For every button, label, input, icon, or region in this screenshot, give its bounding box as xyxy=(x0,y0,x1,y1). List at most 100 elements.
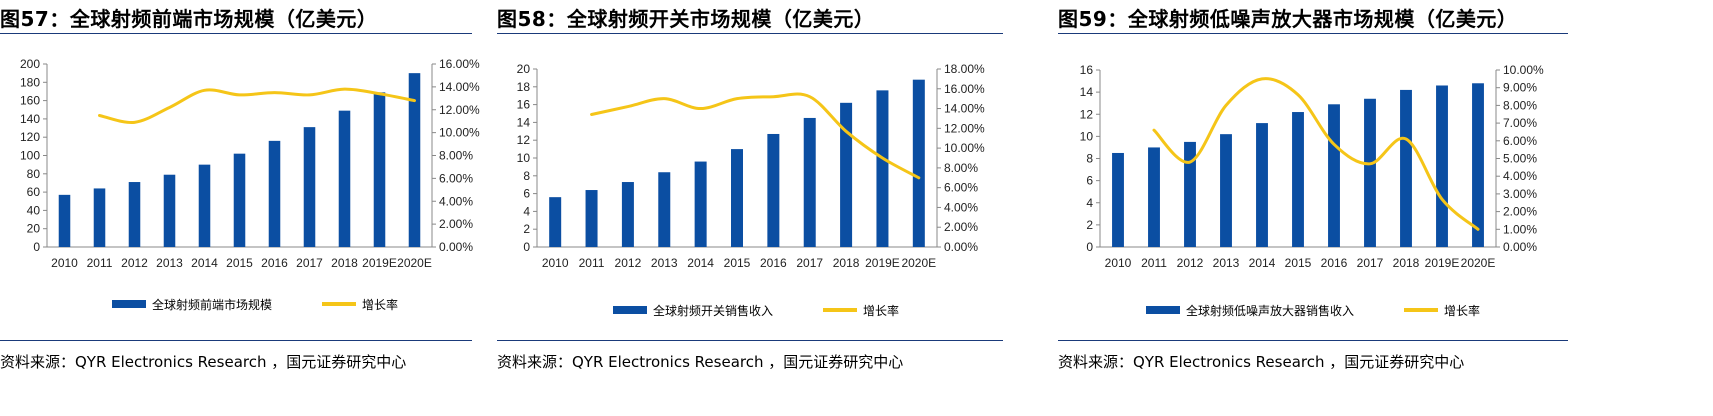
y-tick-label-right: 6.00% xyxy=(944,181,978,195)
y-tick-label-right: 9.00% xyxy=(1503,81,1537,95)
y-tick-label-right: 16.00% xyxy=(439,57,480,71)
bar xyxy=(658,172,671,247)
x-tick-label: 2011 xyxy=(1141,256,1167,270)
y-tick-label-left: 160 xyxy=(20,94,40,108)
source-note: 资料来源：QYR Electronics Research ，国元证券研究中心 xyxy=(0,353,407,371)
legend-bar-label: 全球射频低噪声放大器销售收入 xyxy=(1186,303,1355,318)
y-tick-label-left: 12 xyxy=(517,133,531,147)
legend-bar-swatch xyxy=(1146,306,1180,314)
y-tick-label-left: 120 xyxy=(20,130,40,144)
source-divider xyxy=(1058,340,1568,341)
x-tick-label: 2015 xyxy=(1285,256,1312,270)
bar xyxy=(694,161,707,247)
x-tick-label: 2011 xyxy=(87,256,113,270)
legend-line-label: 增长率 xyxy=(863,303,900,318)
x-tick-label: 2013 xyxy=(651,256,678,270)
y-tick-label-right: 6.00% xyxy=(439,171,473,185)
y-tick-label-left: 200 xyxy=(20,57,40,71)
growth-rate-line xyxy=(590,92,921,180)
chart-legend: 全球射频开关销售收入 增长率 xyxy=(613,300,899,320)
bar xyxy=(840,102,853,247)
bar xyxy=(128,182,141,247)
title-divider xyxy=(0,33,472,34)
y-tick-label-left: 6 xyxy=(523,187,530,201)
x-tick-label: 2012 xyxy=(121,256,148,270)
bar xyxy=(621,182,634,247)
bar xyxy=(1364,98,1376,247)
y-tick-label-left: 4 xyxy=(1086,196,1093,210)
y-tick-label-left: 60 xyxy=(27,185,41,199)
chart-panel-1: 图57：全球射频前端市场规模（亿美元） 0 20 40 60 80 100 120 140 16… xyxy=(0,0,480,416)
bar xyxy=(338,110,351,247)
y-tick-label-right: 2.00% xyxy=(439,217,473,231)
x-tick-label: 2012 xyxy=(1177,256,1204,270)
growth-rate-line xyxy=(1152,77,1480,231)
y-tick-label-left: 100 xyxy=(20,149,40,163)
y-tick-label-left: 14 xyxy=(517,115,531,129)
y-tick-label-left: 0 xyxy=(33,240,40,254)
y-tick-label-left: 20 xyxy=(517,62,531,76)
y-tick-label-right: 18.00% xyxy=(944,62,985,76)
y-tick-label-left: 4 xyxy=(523,204,530,218)
y-tick-label-left: 16 xyxy=(1080,63,1094,77)
x-tick-label: 2010 xyxy=(1105,256,1132,270)
y-tick-label-left: 14 xyxy=(1080,85,1094,99)
bar xyxy=(1148,147,1160,247)
y-tick-label-left: 180 xyxy=(20,75,40,89)
y-tick-label-right: 2.00% xyxy=(944,220,978,234)
y-tick-label-right: 1.00% xyxy=(1503,222,1537,236)
x-tick-label: 2020E xyxy=(397,256,432,270)
y-tick-label-right: 10.00% xyxy=(439,126,480,140)
bar xyxy=(233,153,246,247)
legend-bar-swatch xyxy=(613,306,647,314)
y-tick-label-right: 0.00% xyxy=(439,240,473,254)
bar xyxy=(912,79,925,248)
bar xyxy=(549,197,562,247)
bar xyxy=(1256,123,1268,247)
bar xyxy=(303,127,316,247)
y-tick-label-right: 10.00% xyxy=(1503,63,1544,77)
y-tick-label-left: 12 xyxy=(1080,107,1094,121)
x-tick-label: 2013 xyxy=(156,256,183,270)
y-tick-label-right: 16.00% xyxy=(944,82,985,96)
bar xyxy=(1292,112,1304,247)
combo-chart: 0 2 4 6 8 10 12 14 16 0.00% 1.00% 2.00% 3.00% 4.00% 5.… xyxy=(1080,63,1544,270)
bar xyxy=(1112,152,1124,247)
legend-bar-swatch xyxy=(112,300,146,308)
x-tick-label: 2020E xyxy=(901,256,936,270)
y-tick-label-right: 4.00% xyxy=(1503,169,1537,183)
y-tick-label-right: 3.00% xyxy=(1503,187,1537,201)
bar xyxy=(585,190,598,247)
y-tick-label-right: 4.00% xyxy=(944,200,978,214)
source-divider xyxy=(497,340,1003,341)
bar xyxy=(876,90,889,247)
combo-chart: 0 20 40 60 80 100 120 140 160 180 200 0.00% 2.00% 4.0… xyxy=(20,57,480,270)
chart-legend: 全球射频低噪声放大器销售收入 增长率 xyxy=(1146,300,1480,320)
x-tick-label: 2017 xyxy=(796,256,823,270)
chart-title: 图58：全球射频开关市场规模（亿美元） xyxy=(497,7,875,31)
bar xyxy=(1472,83,1484,248)
legend-line-label: 增长率 xyxy=(1444,303,1481,318)
bar xyxy=(1328,104,1340,247)
chart-panel-2: 图58：全球射频开关市场规模（亿美元） 0 2 4 6 8 10 12 14 16 18 20 0.0… xyxy=(497,0,1003,416)
chart-panel-3: 图59：全球射频低噪声放大器市场规模（亿美元） 0 2 4 6 8 10 12 14 16 0.0… xyxy=(1058,0,1568,416)
bar xyxy=(93,188,106,247)
x-tick-label: 2016 xyxy=(261,256,288,270)
y-tick-label-left: 2 xyxy=(1086,218,1093,232)
bar xyxy=(408,73,421,248)
x-tick-label: 2011 xyxy=(579,256,605,270)
x-tick-label: 2015 xyxy=(226,256,253,270)
legend-line-swatch xyxy=(322,302,357,306)
legend-line-swatch xyxy=(823,308,858,312)
x-tick-label: 2017 xyxy=(296,256,323,270)
chart-title: 图57：全球射频前端市场规模（亿美元） xyxy=(0,7,378,31)
x-tick-label: 2014 xyxy=(687,256,714,270)
x-tick-label: 2019E xyxy=(362,256,397,270)
bar xyxy=(58,194,71,247)
y-tick-label-left: 140 xyxy=(20,112,40,126)
y-tick-label-left: 40 xyxy=(27,203,41,217)
y-tick-label-right: 8.00% xyxy=(1503,98,1537,112)
y-tick-label-right: 12.00% xyxy=(944,121,985,135)
source-note: 资料来源：QYR Electronics Research ，国元证券研究中心 xyxy=(497,353,904,371)
x-tick-label: 2017 xyxy=(1357,256,1384,270)
